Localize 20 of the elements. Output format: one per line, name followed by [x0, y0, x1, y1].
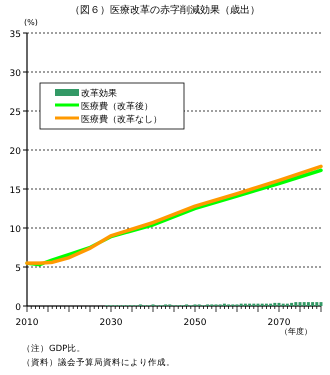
y-tick-label: 15 [10, 186, 21, 196]
y-tick-label: 25 [10, 108, 21, 118]
legend-label: 改革効果 [81, 88, 117, 99]
chart-title: （図６）医療改革の赤字削減効果（歳出） [70, 4, 260, 16]
y-tick-label: 20 [10, 147, 22, 157]
y-tick-label: 5 [15, 264, 21, 274]
y-tick-label: 30 [10, 69, 22, 79]
y-axis-title: (%) [24, 18, 38, 27]
legend-label: 医療費（改革後） [81, 101, 153, 112]
y-tick-label: 10 [10, 225, 22, 235]
x-tick-label: 2070 [268, 318, 291, 328]
x-tick-label: 2010 [16, 318, 39, 328]
legend-label: 医療費（改革なし） [81, 114, 162, 125]
x-axis-title: （年度） [280, 327, 312, 336]
y-tick-label: 0 [15, 303, 22, 313]
text: （注）GDP比。 [22, 343, 86, 354]
x-tick-label: 2050 [184, 318, 207, 328]
y-tick-label: 35 [10, 30, 21, 40]
text: （資料）議会予算局資料により作成。 [22, 357, 175, 368]
x-tick-label: 2030 [100, 318, 123, 328]
